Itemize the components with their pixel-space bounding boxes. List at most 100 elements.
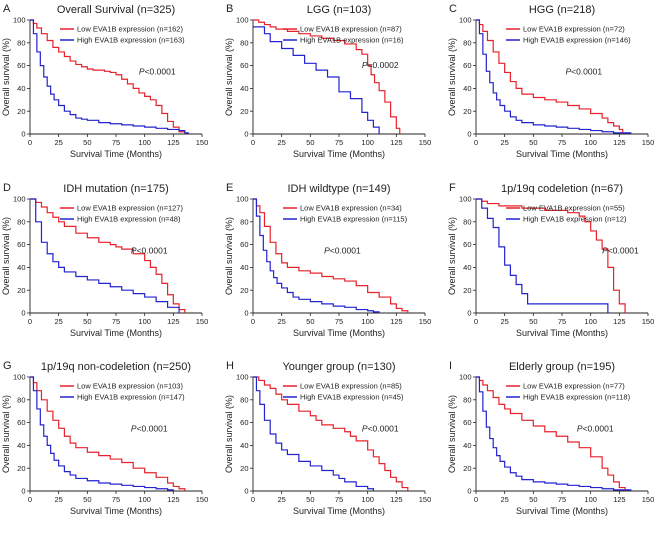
panel-g-xtick-label: 0 <box>28 495 32 504</box>
panel-i-xtick-label: 125 <box>613 495 626 504</box>
panel-a-ytick-label: 40 <box>17 84 25 93</box>
panel-d-high-curve <box>30 198 180 313</box>
panel-e-xlabel: Survival Time (Months) <box>293 328 385 338</box>
panel-e-xtick-label: 125 <box>390 317 403 326</box>
panel-c-xtick-label: 25 <box>500 138 508 147</box>
panel-h-legend-high: High EVA1B expression (n=45) <box>300 393 404 402</box>
panel-e-ytick-label: 100 <box>236 195 249 204</box>
panel-g-ytick-label: 80 <box>17 395 25 404</box>
panel-h-xtick-label: 25 <box>277 495 285 504</box>
panel-d-ytick-label: 80 <box>17 217 25 226</box>
panel-g-legend-high: High EVA1B expression (n=147) <box>77 393 185 402</box>
panel-a-xtick-label: 25 <box>54 138 62 147</box>
panel-g-xtick-label: 75 <box>112 495 120 504</box>
panel-f-xlabel: Survival Time (Months) <box>516 328 608 338</box>
panel-c-high-curve <box>476 19 632 134</box>
panel-c-xtick-label: 75 <box>558 138 566 147</box>
panel-i-legend-low: Low EVA1B expression (n=77) <box>523 382 625 391</box>
panel-a-xtick-label: 50 <box>83 138 91 147</box>
panel-h: H Younger group (n=130) 0 20 40 60 80 100 0 25 50 7… <box>224 360 431 516</box>
panel-f-xtick-label: 125 <box>613 317 626 326</box>
panel-g-xlabel: Survival Time (Months) <box>70 506 162 516</box>
panel-b: B LGG (n=103) 0 20 40 60 80 100 0 25 50 75 100 125 150… <box>224 3 431 159</box>
panel-b-ytick-label: 20 <box>240 107 248 116</box>
panel-d-xtick-label: 0 <box>28 317 32 326</box>
panel-f: F 1p/19q codeletion (n=67) 0 20 40 60 80 100 0 25… <box>447 182 654 338</box>
panel-i-xtick-label: 50 <box>529 495 537 504</box>
panel-b-ytick-label: 40 <box>240 84 248 93</box>
panel-h-xlabel: Survival Time (Months) <box>293 506 385 516</box>
panel-g-xtick-label: 50 <box>83 495 91 504</box>
panel-e-xtick-label: 100 <box>361 317 374 326</box>
panel-b-xtick-label: 150 <box>419 138 432 147</box>
panel-e-letter: E <box>226 182 233 194</box>
panel-f-letter: F <box>449 182 456 194</box>
panel-i-xlabel: Survival Time (Months) <box>516 506 608 516</box>
panel-c-ytick-label: 0 <box>467 130 471 139</box>
panel-c-legend-low: Low EVA1B expression (n=72) <box>523 25 625 34</box>
panel-g-ytick-label: 100 <box>13 373 26 382</box>
panel-f-ylabel: Overall survival (%) <box>447 217 457 295</box>
panel-g-ytick-label: 60 <box>17 418 25 427</box>
panel-i-xtick-label: 75 <box>558 495 566 504</box>
panel-e-high-curve <box>253 198 380 313</box>
panel-e-title: IDH wildtype (n=149) <box>287 183 390 195</box>
panel-g: G 1p/19q non-codeletion (n=250) 0 20 40 60 80 1… <box>1 360 208 516</box>
panel-e-ytick-label: 60 <box>240 240 248 249</box>
panel-f-legend-low: Low EVA1B expression (n=55) <box>523 204 625 213</box>
panel-i-ytick-label: 40 <box>463 441 471 450</box>
panel-a: A Overall Survival (n=325) 0 20 40 60 80 100 0 25… <box>1 3 208 159</box>
panel-i-ytick-label: 80 <box>463 395 471 404</box>
panel-e-legend-low: Low EVA1B expression (n=34) <box>300 204 402 213</box>
panel-h-xtick-label: 75 <box>335 495 343 504</box>
panel-g-xtick-label: 100 <box>138 495 151 504</box>
panel-g-title: 1p/19q non-codeletion (n=250) <box>41 361 191 373</box>
panel-i-xtick-label: 100 <box>584 495 597 504</box>
panel-c-xtick-label: 50 <box>529 138 537 147</box>
panel-a-ytick-label: 100 <box>13 16 26 25</box>
panel-b-xtick-label: 100 <box>361 138 374 147</box>
panel-b-ytick-label: 80 <box>240 38 248 47</box>
panel-a-xtick-label: 75 <box>112 138 120 147</box>
panel-a-xlabel: Survival Time (Months) <box>70 149 162 159</box>
panel-a-ytick-label: 60 <box>17 61 25 70</box>
panel-e-ytick-label: 20 <box>240 286 248 295</box>
panel-e-xtick-label: 25 <box>277 317 285 326</box>
panel-b-xtick-label: 0 <box>251 138 255 147</box>
panel-d-title: IDH mutation (n=175) <box>63 183 168 195</box>
panel-d-xtick-label: 150 <box>196 317 209 326</box>
panel-c: C HGG (n=218) 0 20 40 60 80 100 0 25 50 75 100 125 150… <box>447 3 654 159</box>
panel-d-p-value: P<0.0001 <box>131 246 168 256</box>
panel-a-ytick-label: 80 <box>17 38 25 47</box>
panel-f-high-curve <box>476 198 609 313</box>
panel-g-p-value: P<0.0001 <box>131 424 168 434</box>
panel-c-title: HGG (n=218) <box>529 4 595 16</box>
panel-a-xtick-label: 150 <box>196 138 209 147</box>
panel-h-ytick-label: 0 <box>244 487 248 496</box>
panel-c-xtick-label: 100 <box>584 138 597 147</box>
panel-f-ytick-label: 100 <box>459 195 472 204</box>
panel-c-xlabel: Survival Time (Months) <box>516 149 608 159</box>
panel-e: E IDH wildtype (n=149) 0 20 40 60 80 100 0 25 50 75… <box>224 182 431 338</box>
panel-h-ytick-label: 60 <box>240 418 248 427</box>
panel-h-ytick-label: 100 <box>236 373 249 382</box>
panel-a-ytick-label: 20 <box>17 107 25 116</box>
panel-g-xtick-label: 25 <box>54 495 62 504</box>
panel-f-xtick-label: 100 <box>584 317 597 326</box>
panel-e-ytick-label: 40 <box>240 263 248 272</box>
panel-a-ytick-label: 0 <box>21 130 25 139</box>
panel-b-low-curve <box>253 19 401 134</box>
panel-b-ytick-label: 60 <box>240 61 248 70</box>
panel-h-ylabel: Overall survival (%) <box>224 395 234 473</box>
panel-d-ytick-label: 0 <box>21 309 25 318</box>
panel-a-high-curve <box>30 19 189 134</box>
panel-h-high-curve <box>253 376 374 491</box>
panel-i-xtick-label: 150 <box>642 495 655 504</box>
panel-d-letter: D <box>3 182 11 194</box>
panel-e-legend-high: High EVA1B expression (n=115) <box>300 215 408 224</box>
panel-i-ylabel: Overall survival (%) <box>447 395 457 473</box>
panel-i-xtick-label: 0 <box>474 495 478 504</box>
panel-f-ytick-label: 20 <box>463 286 471 295</box>
panel-c-p-value: P<0.0001 <box>565 67 602 77</box>
